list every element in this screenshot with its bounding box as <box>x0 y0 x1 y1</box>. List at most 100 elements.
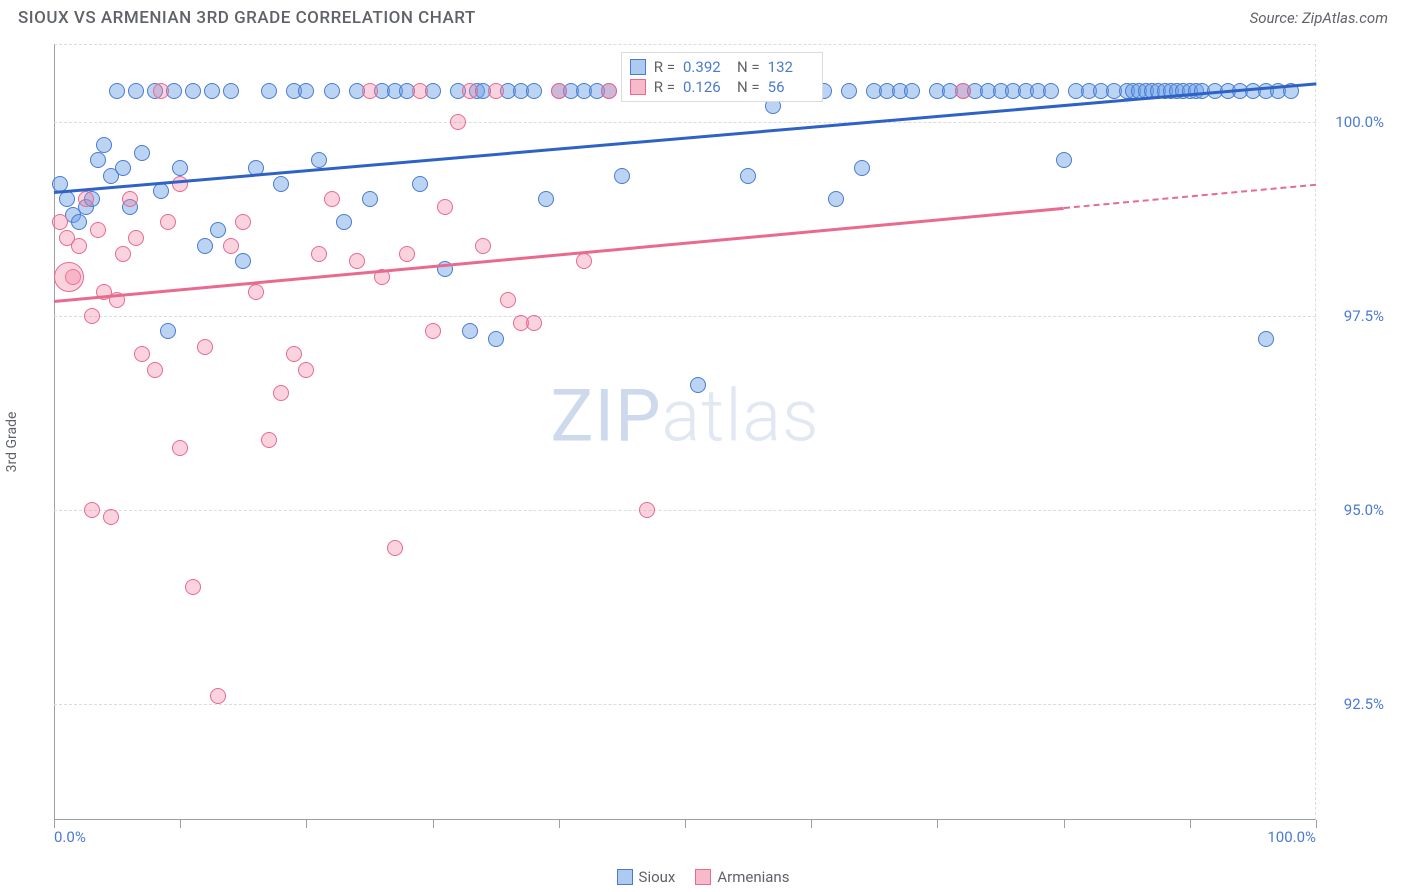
data-point <box>526 315 542 331</box>
y-tick-label: 97.5% <box>1344 307 1384 325</box>
data-point <box>90 152 106 168</box>
data-point <box>235 214 251 230</box>
data-point <box>122 191 138 207</box>
data-point <box>362 83 378 99</box>
data-point <box>210 222 226 238</box>
data-point <box>740 168 756 184</box>
data-point <box>311 152 327 168</box>
data-point <box>71 238 87 254</box>
data-point <box>109 83 125 99</box>
data-point <box>614 168 630 184</box>
x-tick <box>433 820 434 828</box>
trend-line <box>54 207 1064 303</box>
data-point <box>210 688 226 704</box>
data-point <box>399 246 415 262</box>
data-point <box>134 346 150 362</box>
data-point <box>78 191 94 207</box>
data-point <box>576 253 592 269</box>
data-point <box>115 160 131 176</box>
y-tick-label: 100.0% <box>1335 113 1384 131</box>
data-point <box>134 145 150 161</box>
x-tick <box>811 820 812 828</box>
x-axis-max-label: 100.0% <box>1267 828 1316 846</box>
data-point <box>223 83 239 99</box>
data-point <box>955 83 971 99</box>
data-point <box>261 432 277 448</box>
plot-area: ZIPatlas <box>54 44 1316 820</box>
x-tick <box>180 820 181 828</box>
data-point <box>349 253 365 269</box>
swatch-blue-icon <box>617 869 633 885</box>
data-point <box>103 509 119 525</box>
data-point <box>311 246 327 262</box>
swatch-blue-icon <box>630 59 646 75</box>
data-point <box>475 238 491 254</box>
data-point <box>437 199 453 215</box>
y-axis-label: 3rd Grade <box>4 412 20 473</box>
data-point <box>362 191 378 207</box>
data-point <box>160 323 176 339</box>
data-point <box>96 137 112 153</box>
r-label: R = <box>654 78 675 96</box>
x-tick <box>685 820 686 828</box>
data-point <box>526 83 542 99</box>
stats-row-blue: R = 0.392 N = 132 <box>630 57 814 77</box>
n-label: N = <box>737 58 760 76</box>
data-point <box>488 83 504 99</box>
data-point <box>412 176 428 192</box>
data-point <box>1258 331 1274 347</box>
data-point-highlight <box>54 262 84 292</box>
data-point <box>71 214 87 230</box>
data-point <box>324 83 340 99</box>
data-point <box>235 253 251 269</box>
data-point <box>84 502 100 518</box>
data-point <box>298 362 314 378</box>
n-label: N = <box>737 78 760 96</box>
x-axis-min-label: 0.0% <box>54 828 86 846</box>
chart-container: 3rd Grade 92.5%95.0%97.5%100.0% ZIPatlas… <box>18 40 1388 844</box>
stats-row-pink: R = 0.126 N = 56 <box>630 77 814 97</box>
legend-item-armenians: Armenians <box>695 868 789 886</box>
data-point <box>153 83 169 99</box>
data-point <box>147 362 163 378</box>
r-value: 0.392 <box>683 58 729 76</box>
y-tick-label: 92.5% <box>1344 695 1384 713</box>
data-point <box>84 308 100 324</box>
data-point <box>841 83 857 99</box>
data-point <box>324 191 340 207</box>
data-point <box>90 222 106 238</box>
data-point <box>128 230 144 246</box>
trend-line <box>1064 184 1317 209</box>
x-tick <box>1064 820 1065 828</box>
data-point <box>204 83 220 99</box>
data-point <box>185 579 201 595</box>
n-value: 132 <box>768 58 814 76</box>
data-point <box>273 385 289 401</box>
data-point <box>690 377 706 393</box>
data-point <box>425 323 441 339</box>
data-point <box>115 246 131 262</box>
data-point <box>639 502 655 518</box>
data-point <box>488 331 504 347</box>
data-point <box>261 83 277 99</box>
data-point <box>172 160 188 176</box>
x-tick <box>306 820 307 828</box>
data-point <box>500 292 516 308</box>
data-point <box>286 346 302 362</box>
data-point <box>387 540 403 556</box>
r-label: R = <box>654 58 675 76</box>
data-point <box>1043 83 1059 99</box>
x-tick <box>937 820 938 828</box>
data-point <box>538 191 554 207</box>
r-value: 0.126 <box>683 78 729 96</box>
data-point <box>551 83 567 99</box>
stats-box: R = 0.392 N = 132 R = 0.126 N = 56 <box>621 52 823 102</box>
data-point <box>904 83 920 99</box>
data-point <box>450 114 466 130</box>
data-point <box>412 83 428 99</box>
data-point <box>854 160 870 176</box>
x-tick <box>1316 820 1317 828</box>
n-value: 56 <box>768 78 814 96</box>
x-tick <box>54 820 55 828</box>
y-tick-label: 95.0% <box>1344 501 1384 519</box>
